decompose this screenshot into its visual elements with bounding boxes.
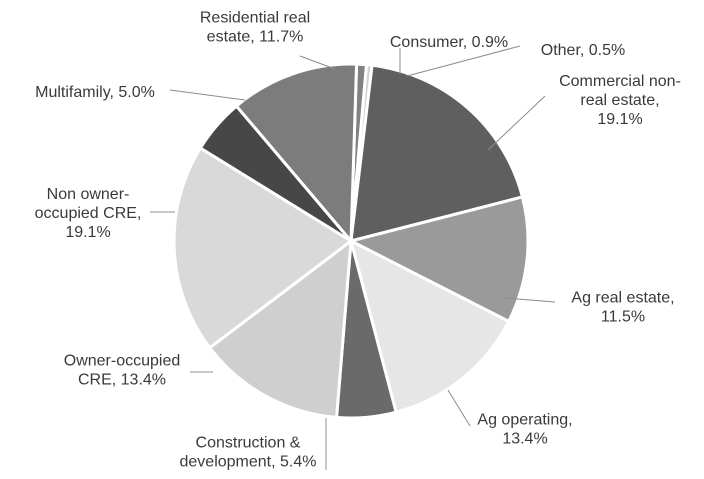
- data-label-9-line-1: estate, 11.7%: [207, 29, 304, 46]
- pie-slice-3: [346, 195, 530, 324]
- leader-line-2: [487, 95, 546, 151]
- data-label-2-line-2: 19.1%: [597, 111, 642, 128]
- data-label-4-line-1: 13.4%: [502, 431, 547, 448]
- data-label-9: Residential real estate, 11.7%: [200, 10, 310, 46]
- leader-line-3: [504, 297, 556, 303]
- data-label-6-line-0: Owner-occupied: [64, 353, 181, 370]
- data-label-6: Owner-occupied CRE, 13.4%: [64, 353, 181, 389]
- data-label-2-line-1: real estate,: [580, 92, 659, 109]
- leader-line-9: [299, 55, 336, 70]
- data-label-7: Non owner-occupied CRE, 19.1%: [35, 186, 142, 241]
- data-label-2: Commercial non-real estate, 19.1%: [559, 73, 681, 128]
- data-label-4-line-0: Ag operating,: [477, 412, 572, 429]
- data-label-1-line-0: Other, 0.5%: [541, 42, 626, 59]
- data-label-9-line-0: Residential real: [200, 10, 310, 27]
- data-label-2-line-0: Commercial non-: [559, 73, 681, 90]
- pie-slice-4: [348, 238, 511, 414]
- data-label-7-line-0: Non owner-: [47, 186, 130, 203]
- data-label-8-line-0: Multifamily, 5.0%: [35, 84, 155, 101]
- data-label-3-line-1: 11.5%: [601, 309, 645, 326]
- pie-slice-9: [234, 62, 359, 245]
- data-label-7-line-1: occupied CRE,: [35, 205, 142, 222]
- data-label-0-line-0: Consumer, 0.9%: [390, 34, 508, 51]
- pie-slice-7: [172, 145, 354, 350]
- data-label-5-line-1: development, 5.4%: [180, 454, 317, 471]
- leader-line-4: [447, 389, 471, 427]
- slices-layer: [172, 62, 530, 420]
- data-label-5: Construction & development, 5.4%: [180, 435, 317, 471]
- data-label-3: Ag real estate, 11.5%: [571, 290, 674, 326]
- leader-lines-layer: [150, 45, 556, 470]
- data-label-5-line-0: Construction &: [196, 435, 301, 452]
- pie-slice-6: [207, 237, 353, 420]
- data-label-6-line-1: CRE, 13.4%: [78, 372, 166, 389]
- pie-slice-2: [349, 63, 525, 243]
- data-label-7-line-2: 19.1%: [65, 224, 110, 241]
- data-labels-layer: Consumer, 0.9% Other, 0.5% Commercial non-…: [35, 10, 681, 471]
- data-label-4: Ag operating, 13.4%: [477, 412, 572, 448]
- leader-line-8: [169, 89, 246, 101]
- data-label-3-line-0: Ag real estate,: [571, 290, 674, 307]
- data-label-1: Other, 0.5%: [541, 42, 626, 59]
- data-label-0: Consumer, 0.9%: [390, 34, 508, 51]
- data-label-8: Multifamily, 5.0%: [35, 84, 155, 101]
- leader-line-1: [406, 45, 521, 77]
